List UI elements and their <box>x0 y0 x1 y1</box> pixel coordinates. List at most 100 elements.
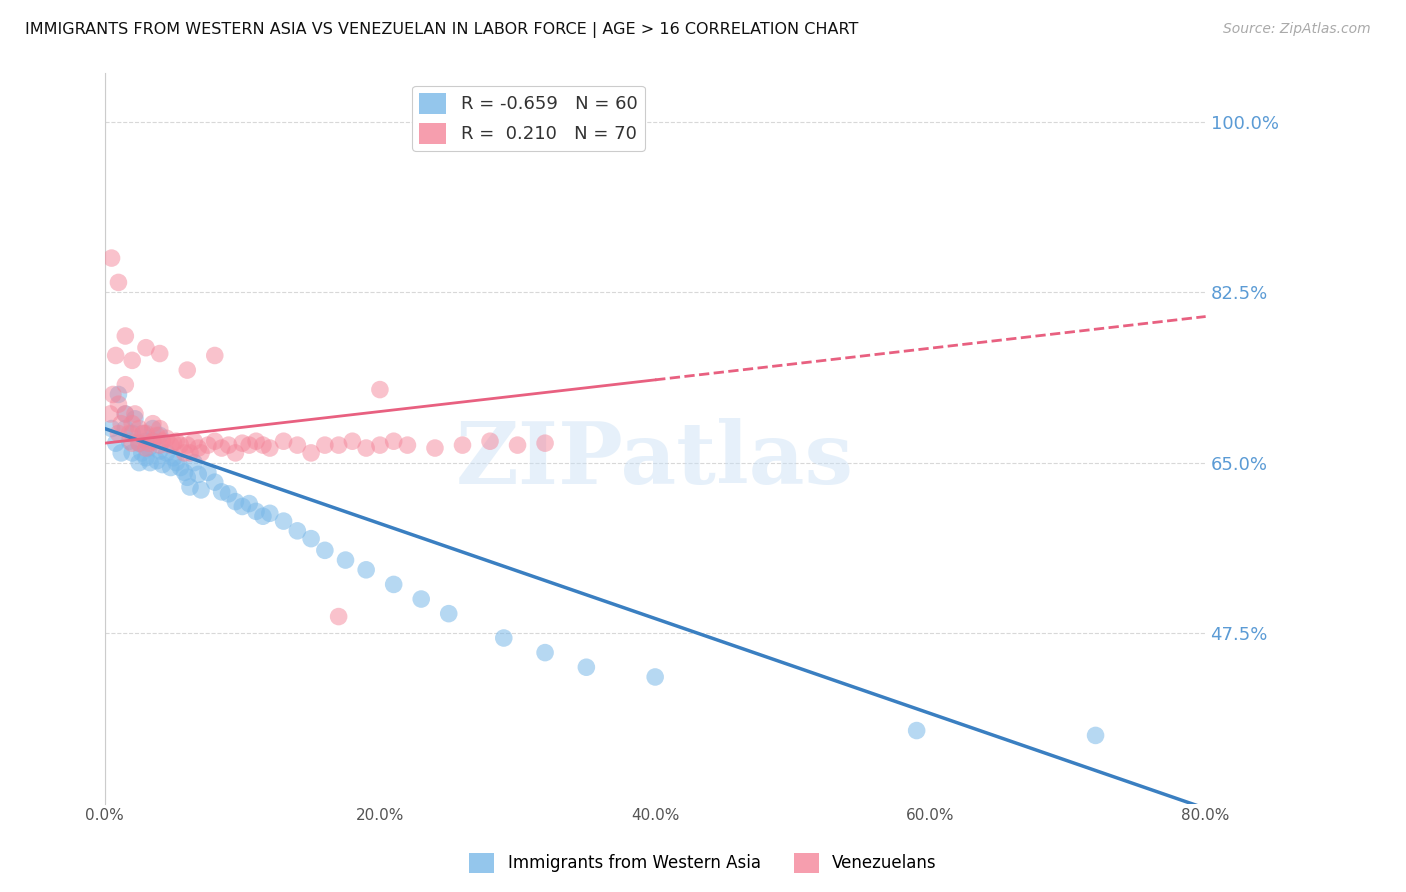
Point <box>138 436 160 450</box>
Point <box>423 441 446 455</box>
Point <box>335 553 357 567</box>
Point <box>142 434 165 449</box>
Point <box>121 426 143 441</box>
Point <box>285 438 308 452</box>
Point <box>169 438 191 452</box>
Point <box>368 438 391 452</box>
Point <box>149 428 172 442</box>
Point <box>135 426 157 441</box>
Point <box>314 438 336 452</box>
Point <box>176 470 198 484</box>
Point <box>224 494 246 508</box>
Point <box>211 441 233 455</box>
Point <box>149 421 172 435</box>
Point <box>114 421 136 435</box>
Point <box>197 466 219 480</box>
Point <box>479 434 502 449</box>
Point <box>114 407 136 421</box>
Point <box>245 504 267 518</box>
Point <box>110 446 132 460</box>
Point <box>183 456 205 470</box>
Point <box>204 475 226 490</box>
Point <box>190 446 212 460</box>
Point <box>114 407 136 421</box>
Point <box>131 446 153 460</box>
Point <box>128 421 150 435</box>
Point <box>128 436 150 450</box>
Point <box>162 436 184 450</box>
Point <box>121 446 143 460</box>
Point <box>139 456 162 470</box>
Point <box>238 497 260 511</box>
Point <box>299 532 322 546</box>
Point <box>285 524 308 538</box>
Point <box>382 577 405 591</box>
Point <box>252 438 274 452</box>
Point <box>118 426 141 441</box>
Point <box>124 412 146 426</box>
Legend: Immigrants from Western Asia, Venezuelans: Immigrants from Western Asia, Venezuelan… <box>463 847 943 880</box>
Point <box>155 446 177 460</box>
Point <box>132 426 155 441</box>
Point <box>104 436 127 450</box>
Point <box>197 438 219 452</box>
Point <box>169 460 191 475</box>
Point <box>138 441 160 455</box>
Point <box>121 417 143 431</box>
Point <box>1084 728 1107 742</box>
Point <box>224 446 246 460</box>
Point <box>354 563 377 577</box>
Point <box>100 421 122 435</box>
Point <box>146 428 169 442</box>
Point <box>238 438 260 452</box>
Point <box>245 434 267 449</box>
Point <box>437 607 460 621</box>
Point <box>142 417 165 431</box>
Point <box>107 426 129 441</box>
Point <box>575 660 598 674</box>
Legend: R = -0.659   N = 60, R =  0.210   N = 70: R = -0.659 N = 60, R = 0.210 N = 70 <box>412 86 645 151</box>
Point <box>121 436 143 450</box>
Point <box>179 446 201 460</box>
Text: ZIPatlas: ZIPatlas <box>456 418 855 502</box>
Point <box>132 426 155 441</box>
Point <box>135 434 157 449</box>
Point <box>252 509 274 524</box>
Point <box>328 438 350 452</box>
Point <box>534 646 557 660</box>
Text: Source: ZipAtlas.com: Source: ZipAtlas.com <box>1223 22 1371 37</box>
Point <box>176 438 198 452</box>
Point <box>506 438 529 452</box>
Point <box>142 421 165 435</box>
Point <box>183 434 205 449</box>
Point <box>342 434 364 449</box>
Point <box>534 436 557 450</box>
Point <box>173 466 195 480</box>
Point <box>107 397 129 411</box>
Point <box>149 438 172 452</box>
Point <box>176 363 198 377</box>
Point <box>204 434 226 449</box>
Point <box>135 341 157 355</box>
Point <box>121 353 143 368</box>
Point <box>107 276 129 290</box>
Point <box>107 387 129 401</box>
Point <box>101 387 124 401</box>
Point <box>165 456 187 470</box>
Point <box>152 434 174 449</box>
Point <box>273 434 295 449</box>
Point <box>492 631 515 645</box>
Point <box>128 456 150 470</box>
Point <box>644 670 666 684</box>
Point <box>328 609 350 624</box>
Point <box>118 434 141 449</box>
Point <box>128 436 150 450</box>
Point <box>259 441 281 455</box>
Point <box>124 407 146 421</box>
Point <box>396 438 419 452</box>
Point <box>142 434 165 449</box>
Point <box>905 723 928 738</box>
Point <box>100 251 122 265</box>
Text: IMMIGRANTS FROM WESTERN ASIA VS VENEZUELAN IN LABOR FORCE | AGE > 16 CORRELATION: IMMIGRANTS FROM WESTERN ASIA VS VENEZUEL… <box>25 22 859 38</box>
Point <box>314 543 336 558</box>
